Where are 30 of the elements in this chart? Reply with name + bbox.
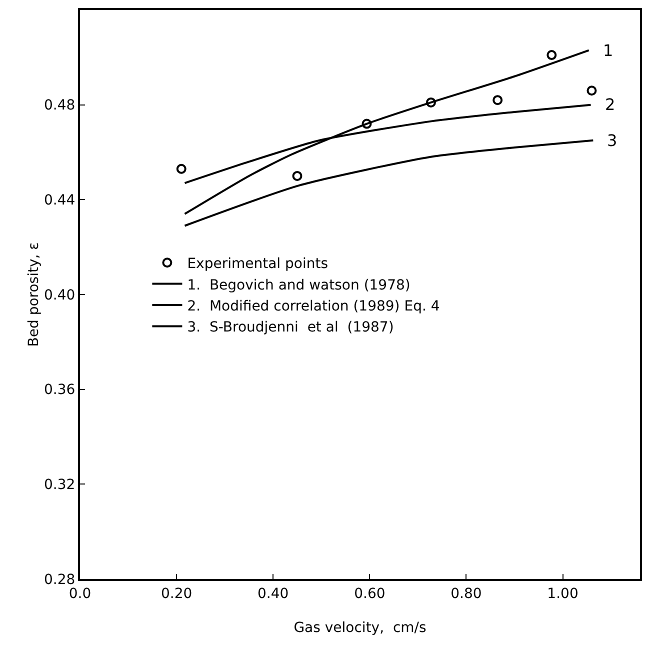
x-tick-label: 0.80 [450,586,482,602]
x-tick-label: 0.0 [68,586,92,602]
legend-label: Experimental points [187,256,328,272]
y-tick-label: 0.28 [44,572,76,588]
y-tick-label: 0.48 [44,98,76,114]
point [362,118,372,129]
line-series [184,49,590,215]
point [586,86,597,96]
annotation: 3 [607,131,618,150]
annotation: 1 [603,41,614,60]
annotation: 2 [605,95,616,114]
x-tick-label: 0.20 [160,586,192,602]
y-tick-label: 0.40 [44,287,76,304]
point [492,95,503,106]
y-axis-title: Bed porosity, ε [26,242,42,347]
x-axis-title: Gas velocity, cm/s [294,620,426,636]
point [292,170,302,181]
legend-label: 1. Begovich and watson (1978) [187,277,410,294]
y-tick-label: 0.36 [44,382,76,398]
legend-label: 2. Modified correlation (1989) Eq. 4 [187,298,440,314]
point [546,50,557,60]
legend-label: 3. S-Broudjenni et al (1987) [187,320,394,336]
x-tick-label: 0.40 [258,586,289,602]
line-series [184,139,594,227]
y-tick-label: 0.32 [44,477,76,494]
x-tick-label: 0.60 [354,586,386,602]
point [426,97,436,108]
x-tick-label: 1.00 [547,586,578,602]
point [176,164,186,174]
y-tick-label: 0.44 [44,192,76,209]
